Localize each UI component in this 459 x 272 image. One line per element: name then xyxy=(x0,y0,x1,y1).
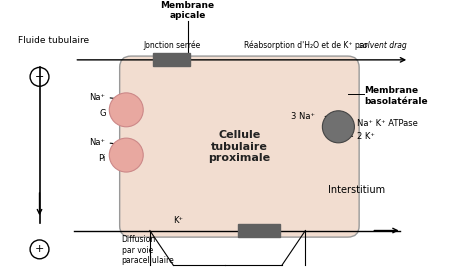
Text: −: − xyxy=(35,72,44,82)
Text: K⁺: K⁺ xyxy=(173,216,183,225)
Text: Membrane
basolatérale: Membrane basolatérale xyxy=(364,86,427,106)
Circle shape xyxy=(109,93,143,127)
Text: +: + xyxy=(35,244,44,254)
Text: 2 K⁺: 2 K⁺ xyxy=(357,132,375,141)
Text: Jonction serrée: Jonction serrée xyxy=(143,41,200,50)
Text: Pi: Pi xyxy=(98,154,106,163)
Text: Fluide tubulaire: Fluide tubulaire xyxy=(18,36,89,45)
Text: Diffusion
par voie
paracellulaire: Diffusion par voie paracellulaire xyxy=(122,235,174,265)
Text: Na⁺: Na⁺ xyxy=(90,138,106,147)
Text: Na⁺ K⁺ ATPase: Na⁺ K⁺ ATPase xyxy=(357,119,418,128)
Text: Na⁺: Na⁺ xyxy=(90,93,106,102)
Text: solvent drag: solvent drag xyxy=(359,41,407,50)
Circle shape xyxy=(322,111,354,143)
Text: Membrane
apicale: Membrane apicale xyxy=(161,1,215,20)
Text: Interstitium: Interstitium xyxy=(328,185,386,195)
Bar xyxy=(237,224,280,237)
Text: Réabsorption d'H₂O et de K⁺ par: Réabsorption d'H₂O et de K⁺ par xyxy=(244,41,370,50)
Circle shape xyxy=(109,138,143,172)
Bar xyxy=(153,53,190,66)
Text: 3 Na⁺: 3 Na⁺ xyxy=(291,112,315,121)
Text: Cellule
tubulaire
proximale: Cellule tubulaire proximale xyxy=(208,130,270,163)
FancyBboxPatch shape xyxy=(120,56,359,237)
Text: G: G xyxy=(99,109,106,118)
